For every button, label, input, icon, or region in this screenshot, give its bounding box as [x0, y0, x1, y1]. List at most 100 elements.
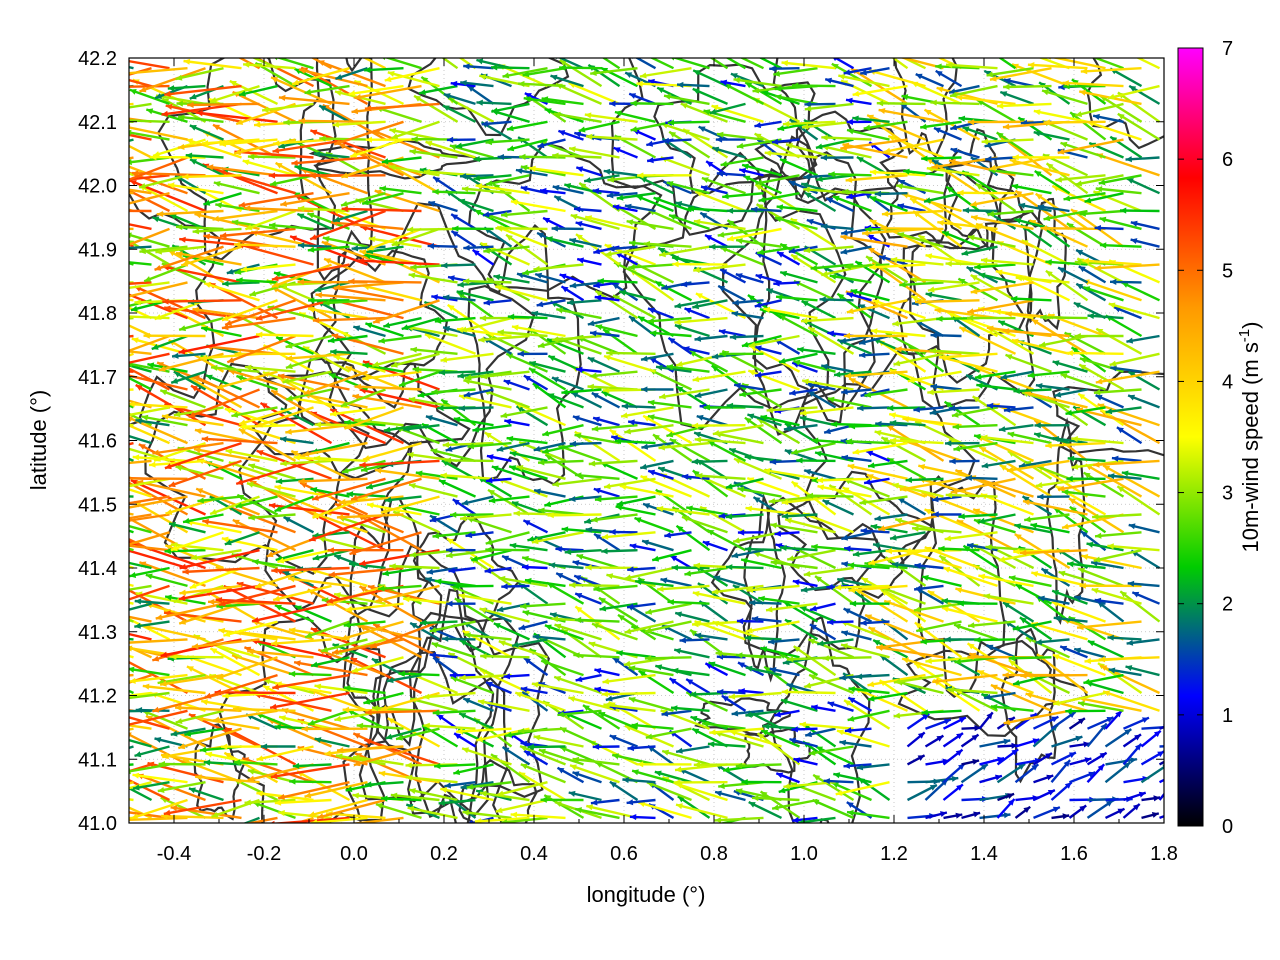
wind-arrow-shaft [269, 691, 350, 709]
wind-arrow [774, 709, 800, 718]
wind-arrow [981, 459, 1016, 469]
wind-arrow-shaft [695, 474, 746, 480]
wind-arrow [500, 406, 548, 419]
wind-arrow [336, 745, 404, 754]
wind-arrow-head [523, 520, 531, 526]
wind-arrow-shaft [735, 653, 782, 659]
wind-arrow-shaft [328, 566, 404, 577]
wind-arrow-head [1074, 647, 1082, 654]
wind-arrow-head [375, 803, 383, 809]
wind-arrow-head [575, 472, 582, 479]
wind-arrow-head [160, 651, 168, 658]
wind-arrow [932, 673, 998, 685]
wind-arrow-head [74, 794, 81, 800]
wind-arrow-head [252, 559, 259, 565]
contour-line [945, 128, 1015, 252]
wind-arrow [431, 642, 476, 659]
wind-arrow-head [974, 636, 981, 643]
wind-arrow [129, 666, 170, 677]
wind-arrow [1110, 365, 1142, 373]
wind-arrow [763, 665, 801, 694]
wind-arrow-head [1005, 354, 1013, 360]
wind-arrow-head [1066, 475, 1073, 482]
wind-arrow-head [974, 725, 981, 732]
wind-arrow-head [943, 718, 951, 725]
wind-arrow [913, 584, 944, 592]
wind-arrow [1092, 513, 1142, 520]
wind-arrow-shaft [182, 566, 260, 574]
wind-arrow-head [881, 437, 889, 443]
wind-arrow-shaft [1158, 760, 1164, 766]
wind-arrow [978, 573, 1034, 588]
wind-arrow-head [1053, 699, 1060, 706]
wind-arrow [1024, 513, 1070, 523]
wind-arrow-head [232, 706, 240, 713]
wind-arrow-head [1038, 595, 1045, 602]
wind-arrow-shaft [927, 589, 981, 623]
wind-arrow-head [957, 600, 964, 607]
wind-arrow [523, 749, 549, 766]
wind-arrow [556, 766, 585, 784]
wind-arrow-shaft [1121, 471, 1160, 480]
wind-arrow-head [1051, 601, 1059, 607]
wind-arrow-head [506, 435, 514, 442]
wind-arrow-head [636, 761, 644, 768]
wind-arrow [616, 495, 656, 507]
wind-arrow [190, 549, 242, 561]
wind-arrow-head [847, 562, 855, 569]
wind-arrow-shaft [342, 708, 404, 712]
wind-arrow [132, 772, 188, 784]
wind-arrow-head [737, 529, 745, 536]
wind-arrow-head [808, 638, 816, 645]
wind-arrow [624, 566, 674, 581]
wind-arrow [925, 775, 959, 784]
wind-arrow [421, 724, 459, 748]
wind-arrow [1050, 781, 1073, 801]
wind-arrow-head [522, 691, 530, 698]
wind-arrow [816, 477, 872, 484]
wind-arrow [601, 691, 656, 698]
wind-arrow-head [531, 538, 539, 545]
wind-arrow-head [675, 766, 682, 773]
wind-arrow-shaft [1091, 587, 1142, 605]
wind-arrow [1057, 477, 1124, 492]
wind-arrow-shaft [129, 544, 170, 552]
wind-arrow [247, 463, 296, 480]
wind-arrow-head [387, 718, 395, 724]
wind-arrow-head [188, 714, 196, 720]
wind-arrow-head [588, 460, 596, 467]
wind-arrow-shaft [782, 600, 819, 623]
wind-arrow-head [690, 629, 698, 637]
wind-arrow-head [1098, 656, 1106, 663]
wind-arrow-shaft [505, 352, 548, 373]
wind-arrow-shaft [278, 715, 332, 730]
wind-arrow-head [634, 517, 642, 524]
wind-arrow [593, 532, 621, 552]
wind-arrow-shaft [409, 697, 458, 712]
wind-arrow [170, 727, 206, 737]
wind-arrow [215, 597, 296, 605]
wind-arrow [487, 488, 531, 516]
wind-arrow-head [574, 575, 582, 581]
wind-arrow-head [844, 700, 851, 707]
wind-arrow-head [569, 440, 577, 447]
wind-arrow-head [694, 632, 702, 639]
wind-arrow-shaft [701, 722, 746, 730]
wind-arrow-head [332, 648, 339, 655]
wind-arrow-head [1108, 667, 1116, 674]
wind-arrow-head [446, 552, 453, 559]
wind-arrow-head [461, 499, 469, 506]
wind-arrow [251, 602, 332, 623]
wind-arrow [796, 457, 836, 464]
wind-arrow-head [958, 717, 966, 723]
wind-arrow-head [522, 555, 529, 562]
wind-arrow-head [560, 746, 567, 753]
wind-arrow [693, 761, 746, 768]
wind-arrow-head [842, 487, 850, 494]
wind-arrow [1130, 549, 1161, 570]
wind-arrow-shaft [669, 437, 711, 462]
wind-arrow-head [873, 542, 880, 549]
wind-arrow-head [843, 762, 850, 769]
wind-arrow-shaft [129, 423, 134, 427]
wind-arrow [501, 583, 530, 590]
